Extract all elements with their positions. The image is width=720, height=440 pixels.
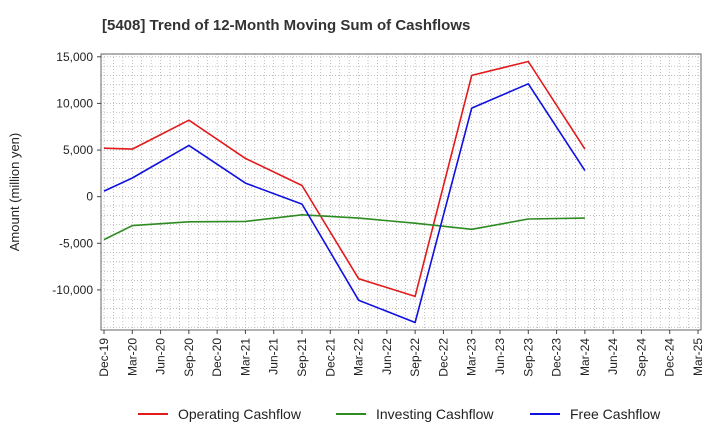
y-axis-label: Amount (million yen) (7, 133, 22, 252)
y-tick-label: 10,000 (56, 96, 93, 110)
legend-label: Free Cashflow (570, 406, 661, 422)
x-tick-label: Sep-24 (634, 338, 648, 377)
x-tick-label: Sep-22 (408, 338, 422, 377)
x-tick-label: Dec-23 (550, 338, 564, 377)
series-lines (103, 60, 586, 324)
x-tick-label: Dec-19 (97, 338, 111, 377)
x-tick-label: Mar-23 (465, 338, 479, 376)
x-tick-label: Dec-20 (210, 338, 224, 377)
y-tick-label: 5,000 (63, 143, 93, 157)
y-tick-label: 15,000 (56, 50, 93, 64)
x-tick-label: Jun-24 (606, 338, 620, 375)
x-tick-label: Mar-22 (352, 338, 366, 376)
legend: Operating Cashflow Investing Cashflow Free… (138, 406, 661, 422)
y-tick-label: -10,000 (52, 283, 93, 297)
chart-title: [5408] Trend of 12-Month Moving Sum of C… (102, 17, 470, 34)
series-line (103, 214, 585, 241)
y-tick-label: -5,000 (59, 236, 93, 250)
x-tick-label: Dec-22 (436, 338, 450, 377)
legend-label: Operating Cashflow (178, 406, 302, 422)
x-tick-label: Jun-21 (267, 338, 281, 375)
y-axis-ticks: 15,000 10,000 5,000 0 -5,000 -10,000 (52, 50, 101, 297)
x-tick-label: Mar-25 (691, 338, 705, 376)
legend-item: Free Cashflow (530, 406, 661, 422)
x-tick-label: Mar-21 (238, 338, 252, 376)
x-tick-label: Dec-21 (323, 338, 337, 377)
x-tick-label: Dec-24 (663, 338, 677, 377)
x-tick-label: Jun-20 (154, 338, 168, 375)
legend-item: Operating Cashflow (138, 406, 302, 422)
legend-item: Investing Cashflow (336, 406, 494, 422)
x-tick-label: Mar-24 (578, 338, 592, 376)
y-tick-label: 0 (86, 190, 93, 204)
x-tick-label: Sep-21 (295, 338, 309, 377)
x-axis-ticks: Dec-19 Mar-20 Jun-20 Sep-20 Dec-20 Mar-21 Jun-… (97, 330, 705, 377)
x-tick-label: Sep-23 (521, 338, 535, 377)
legend-label: Investing Cashflow (376, 406, 494, 422)
x-tick-label: Sep-20 (182, 338, 196, 377)
series-line (103, 83, 586, 324)
series-line (103, 60, 586, 298)
x-tick-label: Jun-23 (493, 338, 507, 375)
plot-frame (100, 53, 702, 331)
x-tick-label: Jun-22 (380, 338, 394, 375)
grid-lines (101, 54, 701, 330)
x-tick-label: Mar-20 (125, 338, 139, 376)
